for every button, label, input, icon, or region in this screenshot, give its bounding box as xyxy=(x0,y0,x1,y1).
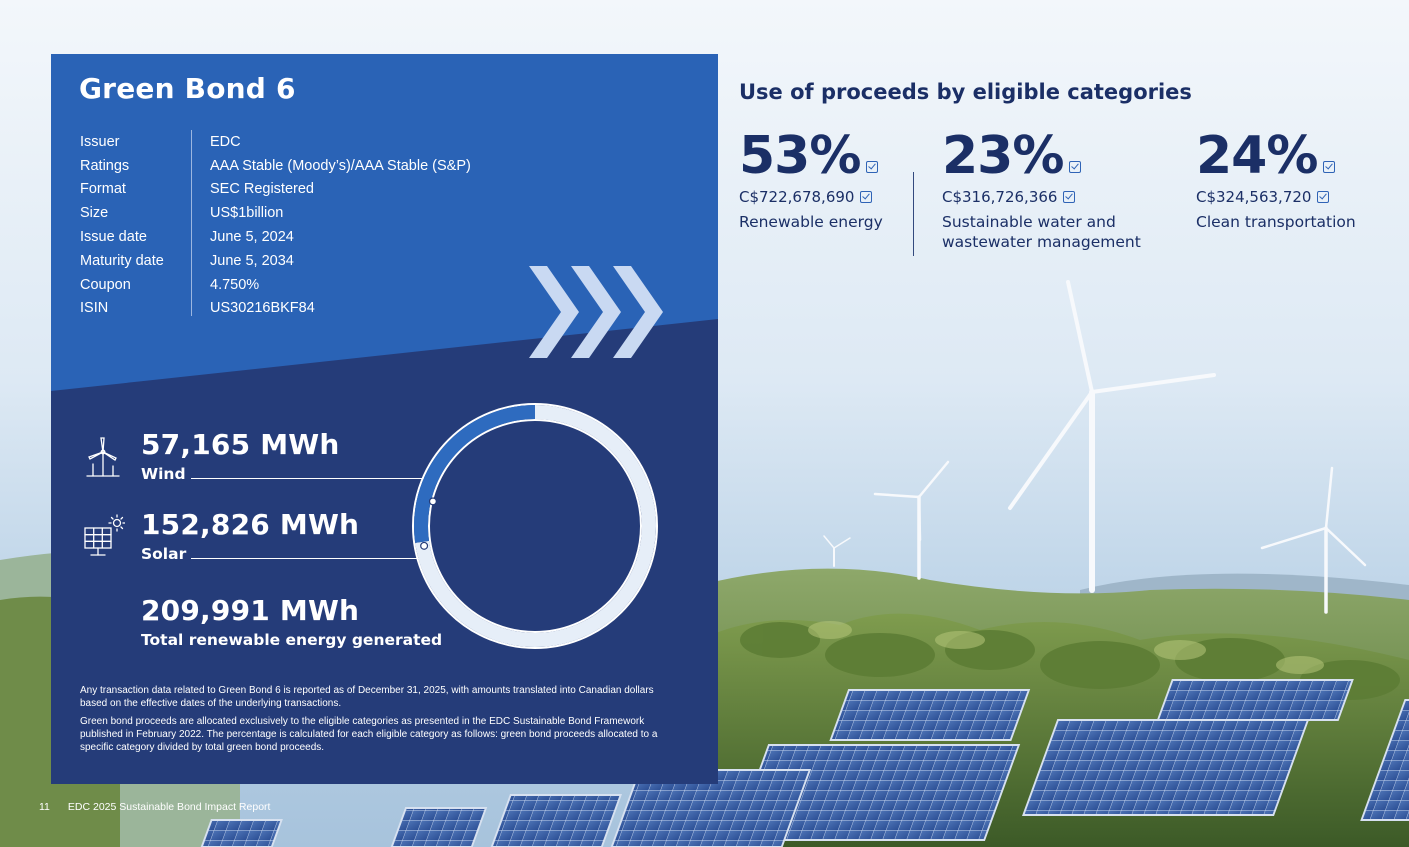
term-label: Size xyxy=(80,205,109,222)
bond-title: Green Bond 6 xyxy=(79,72,296,105)
term-row-size: Size US$1billion xyxy=(80,201,471,225)
green-bond-panel: Green Bond 6 Issuer EDC Ratings AAA Stab… xyxy=(51,54,718,784)
category-name-line: wastewater management xyxy=(942,233,1141,251)
total-energy-value: 209,991 MWh xyxy=(141,594,360,627)
term-value: EDC xyxy=(210,133,241,150)
category-percent: 23% xyxy=(942,126,1064,186)
term-label: Coupon xyxy=(80,276,131,293)
category-renewable-energy: 53% C$722,678,690 Renewable energy xyxy=(739,126,883,232)
wind-energy-label: Wind xyxy=(141,465,186,483)
term-row-issue-date: Issue date June 5, 2024 xyxy=(80,225,471,249)
term-value: June 5, 2024 xyxy=(210,229,294,246)
term-label: ISIN xyxy=(80,300,109,317)
category-name: Sustainable water and wastewater managem… xyxy=(942,212,1141,252)
wind-leader-line xyxy=(191,478,435,479)
category-name: Renewable energy xyxy=(739,212,883,232)
category-name-line: Renewable energy xyxy=(739,213,883,231)
category-amount: C$722,678,690 xyxy=(739,188,855,206)
term-row-coupon: Coupon 4.750% xyxy=(80,273,471,297)
term-row-maturity-date: Maturity date June 5, 2034 xyxy=(80,249,471,273)
donut-outer-ring xyxy=(412,403,658,649)
term-row-issuer: Issuer EDC xyxy=(80,130,471,154)
category-name: Clean transportation xyxy=(1196,212,1356,232)
total-energy-stat: 209,991 MWh Total renewable energy gener… xyxy=(141,594,442,649)
footnote-1: Any transaction data related to Green Bo… xyxy=(80,685,654,709)
wind-stat: 57,165 MWh Wind xyxy=(141,428,339,483)
wind-energy-value: 57,165 MWh xyxy=(141,428,340,461)
checkbox-icon xyxy=(860,191,873,203)
page-number: 11 xyxy=(39,801,50,813)
term-label: Issuer xyxy=(80,133,120,150)
solar-leader-line xyxy=(191,558,429,559)
category-percent: 53% xyxy=(739,126,861,186)
checkbox-icon xyxy=(866,161,879,173)
term-value: US$1billion xyxy=(210,205,284,222)
term-label: Issue date xyxy=(80,229,147,246)
page-footer: 11 EDC 2025 Sustainable Bond Impact Repor… xyxy=(39,801,270,813)
term-row-isin: ISIN US30216BKF84 xyxy=(80,297,471,321)
checkbox-icon xyxy=(1317,191,1330,203)
checkbox-icon xyxy=(1063,191,1076,203)
term-value: AAA Stable (Moody’s)/AAA Stable (S&P) xyxy=(210,157,471,174)
bond-terms-list: Issuer EDC Ratings AAA Stable (Moody’s)/… xyxy=(80,130,471,320)
chevron-arrows-icon xyxy=(529,266,663,358)
term-label: Maturity date xyxy=(80,252,164,269)
term-value: June 5, 2034 xyxy=(210,252,294,269)
donut-inner-ring xyxy=(428,419,642,633)
solar-marker-dot xyxy=(420,541,429,550)
checkbox-icon xyxy=(1069,161,1082,173)
solar-stat: 152,826 MWh Solar xyxy=(141,508,359,563)
category-water-management: 23% C$316,726,366 Sustainable water and … xyxy=(942,126,1141,252)
category-divider xyxy=(913,172,914,256)
panel-background xyxy=(51,54,718,784)
donut-segment-wind xyxy=(414,405,536,543)
category-amount: C$324,563,720 xyxy=(1196,188,1312,206)
wind-turbine-icon xyxy=(86,437,120,477)
report-title: EDC 2025 Sustainable Bond Impact Report xyxy=(67,801,271,813)
footnotes: Any transaction data related to Green Bo… xyxy=(80,684,660,754)
term-value: 4.750% xyxy=(210,276,260,293)
category-percent: 24% xyxy=(1196,126,1318,186)
checkbox-icon xyxy=(1323,161,1336,173)
solar-panel-icon xyxy=(84,514,125,556)
solar-energy-value: 152,826 MWh xyxy=(141,508,360,541)
category-name-line: Sustainable water and xyxy=(942,213,1116,231)
total-energy-label: Total renewable energy generated xyxy=(141,631,443,649)
term-label: Ratings xyxy=(80,157,130,174)
terms-divider xyxy=(191,130,192,316)
category-amount: C$316,726,366 xyxy=(942,188,1058,206)
term-row-ratings: Ratings AAA Stable (Moody’s)/AAA Stable … xyxy=(80,154,471,178)
wind-marker-dot xyxy=(428,497,437,506)
term-value: SEC Registered xyxy=(210,181,314,198)
donut-segment-solar xyxy=(415,405,656,647)
term-value: US30216BKF84 xyxy=(210,300,315,317)
term-label: Format xyxy=(80,181,126,198)
category-clean-transportation: 24% C$324,563,720 Clean transportation xyxy=(1196,126,1356,232)
energy-donut-chart xyxy=(412,403,658,649)
use-of-proceeds-title: Use of proceeds by eligible categories xyxy=(739,80,1192,104)
category-name-line: Clean transportation xyxy=(1196,213,1356,231)
solar-energy-label: Solar xyxy=(141,545,187,563)
footnote-2: Green bond proceeds are allocated exclus… xyxy=(80,716,658,753)
term-row-format: Format SEC Registered xyxy=(80,178,471,202)
